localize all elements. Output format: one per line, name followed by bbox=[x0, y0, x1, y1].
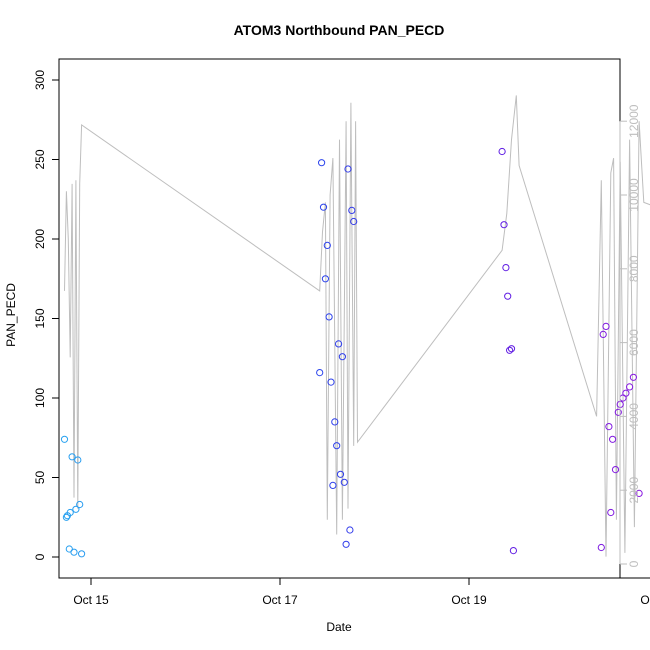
y-axis-title: PAN_PECD bbox=[4, 283, 18, 347]
data-point bbox=[626, 383, 634, 391]
data-point bbox=[329, 481, 337, 489]
y-right-tick-label: 2000 bbox=[627, 477, 641, 504]
data-point bbox=[500, 221, 508, 229]
data-point bbox=[321, 275, 329, 283]
data-point bbox=[316, 369, 324, 377]
y-right-tick-label: 6000 bbox=[627, 329, 641, 356]
data-point bbox=[611, 466, 620, 474]
data-point bbox=[599, 330, 607, 338]
data-point bbox=[504, 292, 512, 300]
y-tick-label: 50 bbox=[33, 471, 47, 485]
x-tick-label: Oct 21 bbox=[640, 593, 650, 607]
data-point bbox=[318, 159, 326, 167]
data-point bbox=[325, 313, 333, 321]
y-tick-label: 250 bbox=[33, 149, 47, 169]
data-point bbox=[622, 389, 630, 397]
data-point bbox=[72, 505, 80, 513]
y-tick-label: 0 bbox=[33, 553, 47, 560]
data-point bbox=[602, 322, 610, 330]
data-point bbox=[336, 470, 345, 478]
x-tick-label: Oct 19 bbox=[451, 593, 487, 607]
data-point bbox=[502, 264, 510, 272]
x-axis-title: Date bbox=[326, 620, 352, 634]
data-point bbox=[607, 508, 615, 517]
y-tick-label: 150 bbox=[33, 308, 47, 328]
altitude-line bbox=[64, 95, 650, 557]
y-tick-label: 300 bbox=[33, 70, 47, 90]
data-point bbox=[78, 550, 86, 558]
y-axis-right: 0 2000 4000 6000 8000 10000 12000 bbox=[619, 104, 641, 567]
data-point bbox=[506, 346, 514, 354]
y-tick-label: 200 bbox=[33, 229, 47, 249]
data-point bbox=[319, 203, 328, 211]
y-axis-left: 0 50 100 150 200 250 300 bbox=[33, 70, 60, 560]
altitude-line-layer bbox=[64, 95, 650, 557]
data-point bbox=[635, 489, 643, 497]
data-point bbox=[629, 373, 638, 381]
data-point bbox=[323, 241, 331, 249]
y-right-tick-label: 10000 bbox=[627, 178, 641, 212]
data-point bbox=[498, 147, 506, 156]
data-point bbox=[509, 547, 518, 555]
data-point bbox=[614, 408, 622, 416]
data-point bbox=[344, 165, 352, 173]
data-point bbox=[60, 435, 69, 443]
chart-title: ATOM3 Northbound PAN_PECD bbox=[234, 22, 445, 38]
y-right-tick-label: 12000 bbox=[627, 104, 641, 138]
data-point bbox=[70, 548, 78, 556]
data-point bbox=[507, 345, 516, 353]
data-point bbox=[74, 456, 82, 464]
data-point bbox=[605, 423, 613, 431]
data-point bbox=[335, 340, 343, 348]
pan-pecd-point-layer bbox=[60, 147, 643, 558]
y-right-tick-label: 8000 bbox=[627, 255, 641, 282]
data-point bbox=[327, 378, 335, 386]
data-point bbox=[348, 206, 356, 214]
data-point bbox=[350, 217, 358, 226]
data-point bbox=[597, 543, 605, 552]
data-point bbox=[333, 442, 341, 450]
x-tick-label: Oct 17 bbox=[262, 593, 298, 607]
data-point bbox=[68, 453, 76, 461]
data-point bbox=[346, 526, 354, 534]
data-point bbox=[340, 478, 348, 486]
data-point bbox=[331, 418, 339, 426]
x-tick-label: Oct 15 bbox=[73, 593, 109, 607]
data-point bbox=[338, 353, 346, 361]
y-right-tick-label: 0 bbox=[627, 560, 641, 567]
y-right-tick-label: 4000 bbox=[627, 403, 641, 430]
data-point bbox=[609, 435, 617, 443]
data-point bbox=[76, 500, 84, 509]
data-point bbox=[62, 513, 71, 521]
y-tick-label: 100 bbox=[33, 388, 47, 408]
data-point bbox=[66, 508, 74, 517]
data-point bbox=[342, 540, 350, 548]
